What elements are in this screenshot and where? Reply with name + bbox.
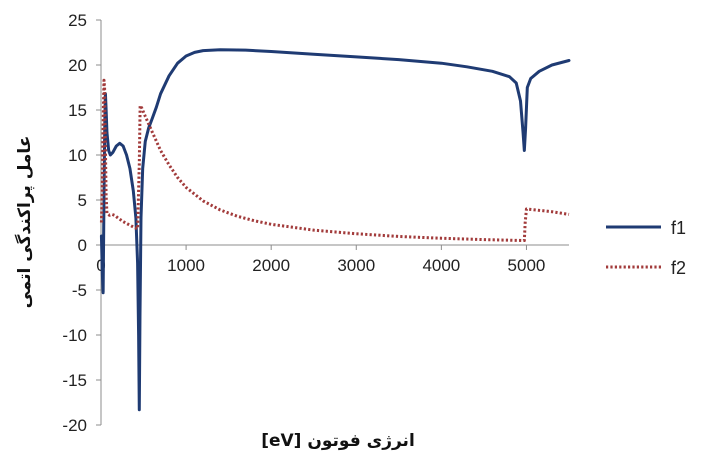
y-tick-label: -5 (72, 281, 87, 300)
x-tick-label: 2000 (252, 256, 290, 275)
y-tick-label: 25 (68, 11, 87, 30)
y-tick-label: 0 (78, 236, 87, 255)
legend-label-f1: f1 (671, 218, 686, 238)
series-layer (99, 48, 571, 412)
y-tick-label: -15 (62, 371, 87, 390)
x-tick-label: 4000 (422, 256, 460, 275)
x-tick-label: 1000 (167, 256, 205, 275)
y-tick-label: 5 (78, 191, 87, 210)
x-tick-label: 5000 (508, 256, 546, 275)
y-axis-title: عامل پراکندگی اتمی (14, 136, 35, 309)
legend-label-f2: f2 (671, 258, 686, 278)
series-line-f2 (99, 78, 570, 242)
x-axis-title: [eV] انرژی فوتون (261, 431, 415, 451)
y-tick-label: 15 (68, 101, 87, 120)
y-tick-label: 20 (68, 56, 87, 75)
y-tick-label: -10 (62, 326, 87, 345)
series-line-f1 (99, 48, 571, 412)
y-tick-label: -20 (62, 416, 87, 435)
y-tick-label: 10 (68, 146, 87, 165)
x-tick-label: 3000 (337, 256, 375, 275)
legend: f1 f2 (606, 218, 686, 278)
